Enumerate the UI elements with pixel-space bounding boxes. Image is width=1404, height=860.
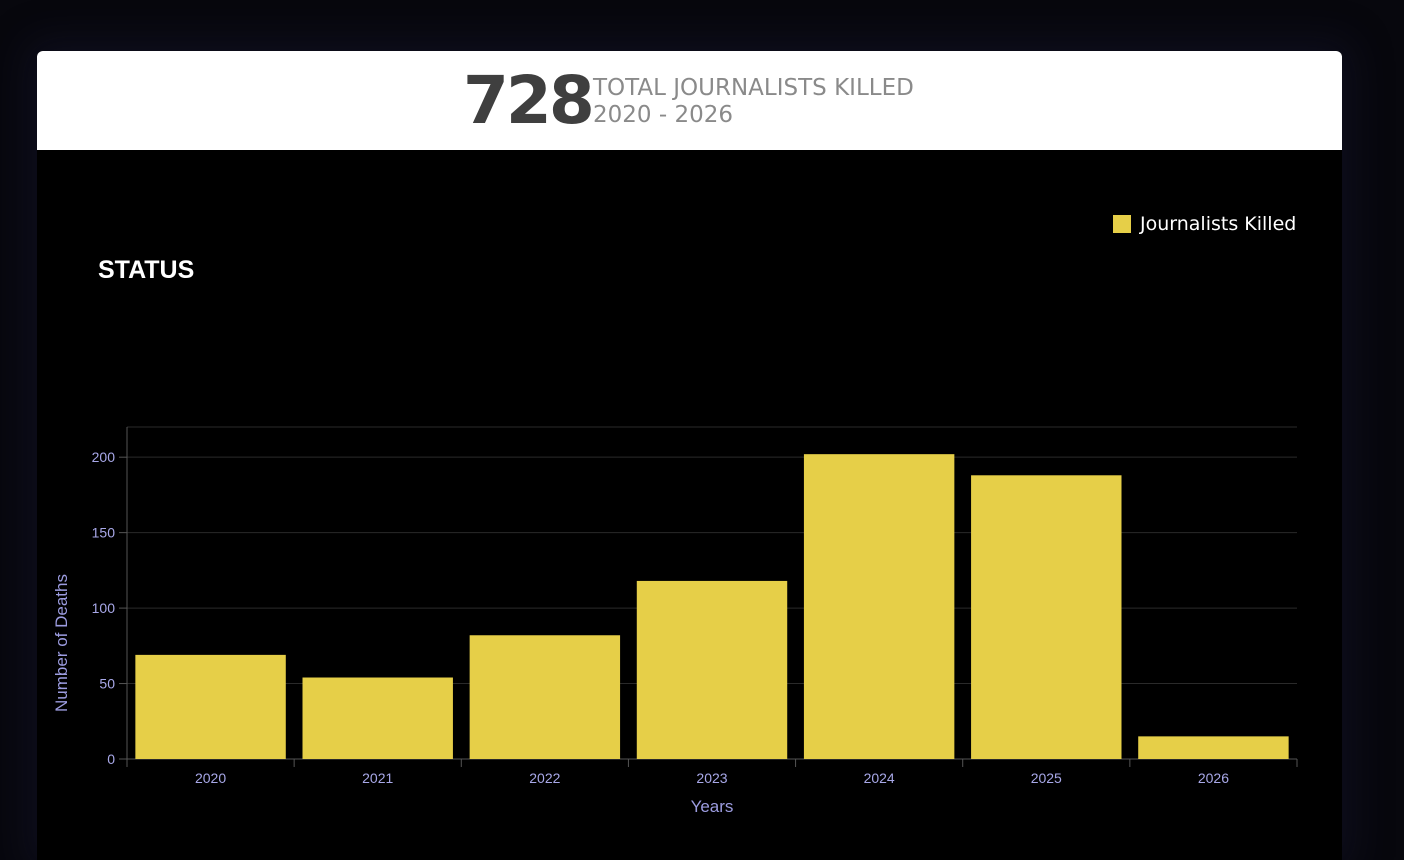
legend-label: Journalists Killed: [1140, 213, 1297, 235]
bar-2020[interactable]: [135, 654, 286, 759]
bar-2022[interactable]: [469, 635, 621, 759]
y-tick-label: 200: [92, 449, 116, 465]
bar-2026[interactable]: [1138, 736, 1289, 759]
y-tick-label: 100: [92, 600, 116, 616]
summary-title: TOTAL JOURNALISTS KILLED: [593, 75, 914, 101]
x-axis-title: Years: [691, 797, 734, 816]
section-title: STATUS: [98, 256, 195, 284]
x-tick-label-2021: 2021: [362, 770, 393, 786]
x-tick-label-2023: 2023: [696, 770, 727, 786]
summary-range: 2020 - 2026: [593, 102, 733, 128]
total-count: 728: [463, 62, 595, 139]
summary-header: 728 TOTAL JOURNALISTS KILLED 2020 - 2026: [37, 51, 1342, 150]
y-tick-label: 50: [99, 676, 115, 692]
bar-2024[interactable]: [803, 454, 955, 759]
chart-panel: 728 TOTAL JOURNALISTS KILLED 2020 - 2026…: [37, 51, 1342, 860]
x-tick-label-2025: 2025: [1031, 770, 1062, 786]
bar-2025[interactable]: [971, 475, 1122, 759]
x-tick-label-2022: 2022: [529, 770, 560, 786]
bar-2023[interactable]: [636, 580, 788, 759]
y-axis-title: Number of Deaths: [52, 574, 71, 712]
y-tick-label: 0: [107, 751, 115, 767]
summary-label: TOTAL JOURNALISTS KILLED 2020 - 2026: [593, 75, 914, 129]
chart-legend[interactable]: Journalists Killed: [1113, 213, 1296, 235]
x-tick-label-2026: 2026: [1198, 770, 1229, 786]
bar-2021[interactable]: [302, 677, 453, 759]
legend-swatch: [1113, 215, 1131, 233]
x-tick-label-2020: 2020: [195, 770, 226, 786]
x-tick-label-2024: 2024: [864, 770, 895, 786]
y-tick-label: 150: [92, 525, 116, 541]
bar-chart: 0 50 100 150 200 2020 2021 2022 2023 2024 2025 2026…: [52, 426, 1298, 816]
